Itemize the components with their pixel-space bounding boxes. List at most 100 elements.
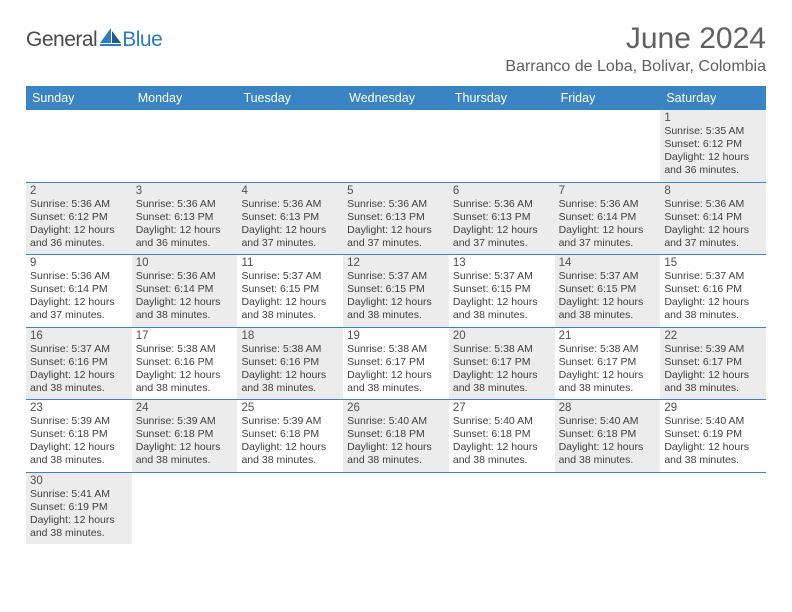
day-detail-line: Sunset: 6:18 PM [136,428,234,441]
day-number: 7 [559,185,657,197]
month-title: June 2024 [505,22,766,56]
day-detail-line: Daylight: 12 hours [559,441,657,454]
day-cell: 13Sunrise: 5:37 AMSunset: 6:15 PMDayligh… [449,255,555,327]
day-detail-line: Daylight: 12 hours [347,296,445,309]
day-cell [343,473,449,545]
day-detail-line: and 38 minutes. [30,454,128,467]
day-detail-line: Sunset: 6:13 PM [453,211,551,224]
day-number: 15 [664,257,762,269]
day-detail-line: and 37 minutes. [453,237,551,250]
day-detail-line: Sunrise: 5:40 AM [453,415,551,428]
day-number: 3 [136,185,234,197]
day-detail-line: Sunrise: 5:37 AM [559,270,657,283]
day-detail-line: Sunset: 6:19 PM [30,501,128,514]
day-detail-line: and 38 minutes. [347,382,445,395]
day-detail-line: and 38 minutes. [241,309,339,322]
week-row: 16Sunrise: 5:37 AMSunset: 6:16 PMDayligh… [26,328,766,401]
day-detail-line: Sunrise: 5:36 AM [347,198,445,211]
weekday-header: Monday [132,86,238,110]
day-detail-line: Daylight: 12 hours [453,224,551,237]
day-cell: 2Sunrise: 5:36 AMSunset: 6:12 PMDaylight… [26,183,132,255]
day-detail-line: Daylight: 12 hours [136,441,234,454]
day-detail-line: Daylight: 12 hours [241,369,339,382]
header: General Blue June 2024 Barranco de Loba,… [26,22,766,76]
day-detail-line: Daylight: 12 hours [559,369,657,382]
day-detail-line: Sunset: 6:16 PM [30,356,128,369]
day-number: 22 [664,330,762,342]
day-detail-line: and 38 minutes. [241,382,339,395]
weekday-header: Saturday [660,86,766,110]
day-detail-line: Daylight: 12 hours [136,224,234,237]
week-row: 23Sunrise: 5:39 AMSunset: 6:18 PMDayligh… [26,400,766,473]
day-detail-line: Sunrise: 5:37 AM [453,270,551,283]
day-detail-line: Sunrise: 5:38 AM [559,343,657,356]
day-detail-line: and 37 minutes. [30,309,128,322]
day-cell: 8Sunrise: 5:36 AMSunset: 6:14 PMDaylight… [660,183,766,255]
day-number: 18 [241,330,339,342]
day-detail-line: Daylight: 12 hours [241,296,339,309]
day-cell: 17Sunrise: 5:38 AMSunset: 6:16 PMDayligh… [132,328,238,400]
day-detail-line: Daylight: 12 hours [30,369,128,382]
day-cell [237,110,343,182]
day-detail-line: Sunset: 6:14 PM [30,283,128,296]
day-detail-line: Daylight: 12 hours [347,369,445,382]
day-cell: 4Sunrise: 5:36 AMSunset: 6:13 PMDaylight… [237,183,343,255]
day-detail-line: and 37 minutes. [559,237,657,250]
day-cell: 7Sunrise: 5:36 AMSunset: 6:14 PMDaylight… [555,183,661,255]
day-detail-line: Sunset: 6:17 PM [559,356,657,369]
day-cell: 3Sunrise: 5:36 AMSunset: 6:13 PMDaylight… [132,183,238,255]
day-detail-line: Sunset: 6:14 PM [136,283,234,296]
day-detail-line: Sunrise: 5:36 AM [30,198,128,211]
day-number: 23 [30,402,128,414]
location-text: Barranco de Loba, Bolivar, Colombia [505,58,766,76]
day-number: 6 [453,185,551,197]
day-detail-line: Sunset: 6:15 PM [453,283,551,296]
day-number: 8 [664,185,762,197]
day-cell [237,473,343,545]
logo: General Blue [26,28,162,52]
day-cell [660,473,766,545]
weekday-header-row: SundayMondayTuesdayWednesdayThursdayFrid… [26,86,766,110]
day-detail-line: Sunrise: 5:36 AM [453,198,551,211]
day-number: 20 [453,330,551,342]
day-cell [449,473,555,545]
week-row: 30Sunrise: 5:41 AMSunset: 6:19 PMDayligh… [26,473,766,545]
day-number: 24 [136,402,234,414]
title-block: June 2024 Barranco de Loba, Bolivar, Col… [505,22,766,76]
day-detail-line: Sunrise: 5:37 AM [347,270,445,283]
day-cell [132,110,238,182]
day-detail-line: Sunrise: 5:36 AM [136,270,234,283]
day-cell: 22Sunrise: 5:39 AMSunset: 6:17 PMDayligh… [660,328,766,400]
calendar-grid: SundayMondayTuesdayWednesdayThursdayFrid… [26,86,766,544]
day-detail-line: and 37 minutes. [347,237,445,250]
day-cell [132,473,238,545]
day-detail-line: and 38 minutes. [664,309,762,322]
day-detail-line: and 38 minutes. [559,454,657,467]
day-detail-line: Sunset: 6:17 PM [347,356,445,369]
day-cell: 9Sunrise: 5:36 AMSunset: 6:14 PMDaylight… [26,255,132,327]
day-cell: 21Sunrise: 5:38 AMSunset: 6:17 PMDayligh… [555,328,661,400]
day-detail-line: and 37 minutes. [241,237,339,250]
weekday-header: Wednesday [343,86,449,110]
day-cell [343,110,449,182]
day-number: 12 [347,257,445,269]
day-detail-line: Daylight: 12 hours [30,441,128,454]
day-detail-line: Daylight: 12 hours [136,369,234,382]
day-cell: 1Sunrise: 5:35 AMSunset: 6:12 PMDaylight… [660,110,766,182]
day-detail-line: and 38 minutes. [453,382,551,395]
day-cell: 5Sunrise: 5:36 AMSunset: 6:13 PMDaylight… [343,183,449,255]
day-detail-line: Sunrise: 5:38 AM [347,343,445,356]
day-detail-line: Sunrise: 5:36 AM [241,198,339,211]
day-detail-line: Sunrise: 5:40 AM [664,415,762,428]
day-detail-line: and 38 minutes. [136,382,234,395]
day-detail-line: Daylight: 12 hours [136,296,234,309]
day-detail-line: Sunrise: 5:38 AM [136,343,234,356]
day-number: 11 [241,257,339,269]
day-detail-line: Daylight: 12 hours [347,224,445,237]
day-cell [26,110,132,182]
day-detail-line: Sunrise: 5:36 AM [559,198,657,211]
day-detail-line: Sunset: 6:18 PM [453,428,551,441]
day-detail-line: and 38 minutes. [136,309,234,322]
day-number: 19 [347,330,445,342]
day-cell [555,473,661,545]
